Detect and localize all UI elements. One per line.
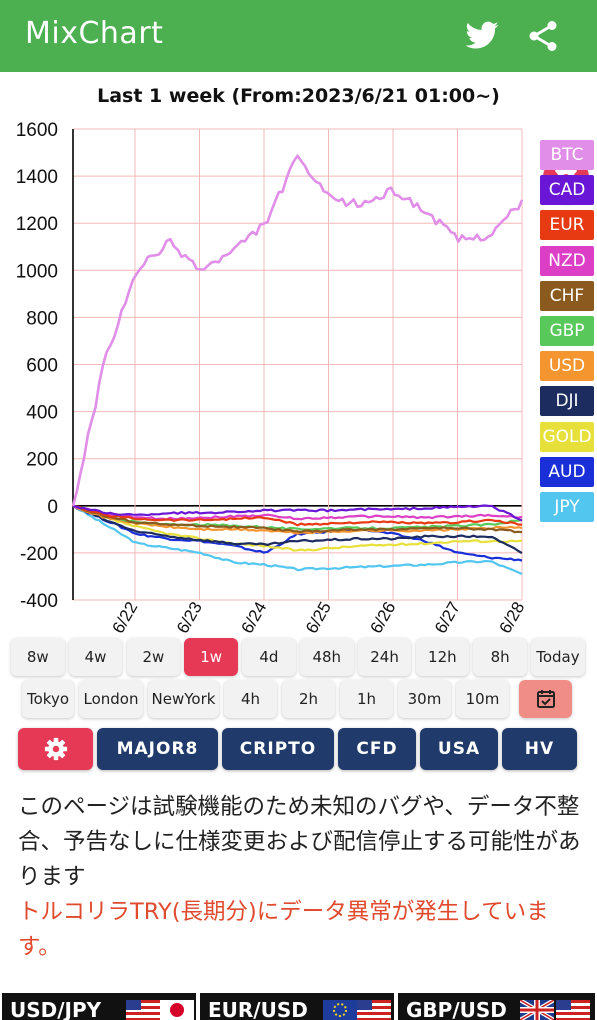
y-tick-label: 1200 [16,214,58,235]
app-title: MixChart [25,16,164,51]
range-button-4d[interactable]: 4d [242,638,296,676]
y-tick-label: 1600 [16,120,58,141]
legend-item-jpy[interactable]: JPY [540,492,594,522]
us-flag-icon [556,1000,590,1020]
legend-item-eur[interactable]: EUR [540,210,594,241]
series-line-btc [71,154,524,507]
series-line-usd [72,504,523,535]
y-tick-label: 200 [26,450,58,471]
gear-icon [44,737,67,761]
session-button-10m[interactable]: 10m [456,680,509,718]
x-tick-label: 6/28 [495,599,528,635]
notice-text: このページは試験機能のため未知のバグや、データ不整合、予告なしに仕様変更および配… [18,794,581,890]
legend-item-btc[interactable]: BTC [540,140,594,170]
line-chart: 1600 1400 1200 1000 800 600 400 200 0 -200 -400 6/2… [16,120,529,635]
series-line-jpy [72,504,523,576]
range-button-24h[interactable]: 24h [357,638,412,676]
chart-title: Last 1 week (From:2023/6/21 01:00~) [97,85,500,107]
x-tick-label: 6/24 [237,599,270,635]
group-button-hv[interactable]: HV [502,728,577,770]
series-line-nzd [72,504,523,521]
range-button-1w[interactable]: 1w [184,638,238,676]
series-line-dji [72,504,523,555]
series-line-eur [72,504,522,527]
legend-item-gbp[interactable]: GBP [540,316,594,346]
legend-item-gold[interactable]: GOLD [540,421,594,452]
y-tick-label: 600 [26,356,58,377]
x-tick-label: 6/22 [108,599,141,635]
session-button-4h[interactable]: 4h [224,680,277,718]
group-button-usa[interactable]: USA [420,728,498,770]
group-button-major8[interactable]: MAJOR8 [97,728,218,770]
chart-area: Last 1 week (From:2023/6/21 01:00~) 1600… [0,72,597,634]
y-tick-label: -400 [20,591,58,612]
legend-item-aud[interactable]: AUD [540,456,594,487]
range-button-8h[interactable]: 8h [473,638,527,676]
uk-flag-icon [520,1000,554,1020]
y-tick-label: 1400 [16,167,58,188]
share-icon[interactable] [525,18,561,54]
range-button-today[interactable]: Today [531,638,585,676]
x-tick-label: 6/26 [366,599,399,635]
notice-panel: このページは試験機能のため未知のバグや、データ不整合、予告なしに仕様変更および配… [18,790,583,965]
x-tick-label: 6/27 [431,599,464,635]
y-tick-label: -200 [20,544,58,565]
us-flag-icon [357,1000,391,1020]
calendar-icon [536,690,555,708]
session-button-london[interactable]: London [79,680,143,718]
series-line-cad [72,504,523,522]
ticker-label: EUR/USD [208,998,308,1020]
warning-text: トルコリラTRY(長期分)にデータ異常が発生しています。 [18,899,549,960]
eu-flag-icon [323,1000,357,1020]
settings-button[interactable] [18,728,93,770]
range-button-12h[interactable]: 12h [415,638,470,676]
y-tick-label: 1000 [16,261,58,282]
group-button-cfd[interactable]: CFD [338,728,416,770]
ticker-label: GBP/USD [406,998,507,1020]
y-tick-label: 0 [47,497,58,518]
group-button-cripto[interactable]: CRIPTO [222,728,334,770]
y-tick-label: 400 [26,403,58,424]
app-bar: MixChart [0,0,597,72]
series-line-chf [72,504,523,534]
x-tick-label: 6/23 [173,599,206,635]
legend-item-cad[interactable]: CAD [540,175,594,206]
series-line-gold [72,504,523,552]
x-tick-label: 6/25 [302,599,335,635]
y-tick-label: 800 [26,308,58,329]
range-button-4w[interactable]: 4w [68,638,123,676]
range-button-8w[interactable]: 8w [11,638,65,676]
session-button-tokyo[interactable]: Tokyo [22,680,74,718]
session-button-2h[interactable]: 2h [282,680,335,718]
range-button-48h[interactable]: 48h [300,638,354,676]
session-button-newyork[interactable]: NewYork [148,680,219,718]
session-button-1h[interactable]: 1h [340,680,393,718]
legend-item-nzd[interactable]: NZD [540,245,594,276]
us-flag-icon [126,1000,160,1020]
ticker-label: USD/JPY [10,998,102,1020]
calendar-button[interactable] [519,680,572,718]
japan-flag-icon [160,1000,194,1020]
legend-item-usd[interactable]: USD [540,351,594,382]
twitter-icon[interactable] [464,18,500,54]
session-button-30m[interactable]: 30m [398,680,451,718]
range-button-2w[interactable]: 2w [126,638,181,676]
legend-item-dji[interactable]: DJI [540,386,594,417]
legend-item-chf[interactable]: CHF [540,280,594,311]
